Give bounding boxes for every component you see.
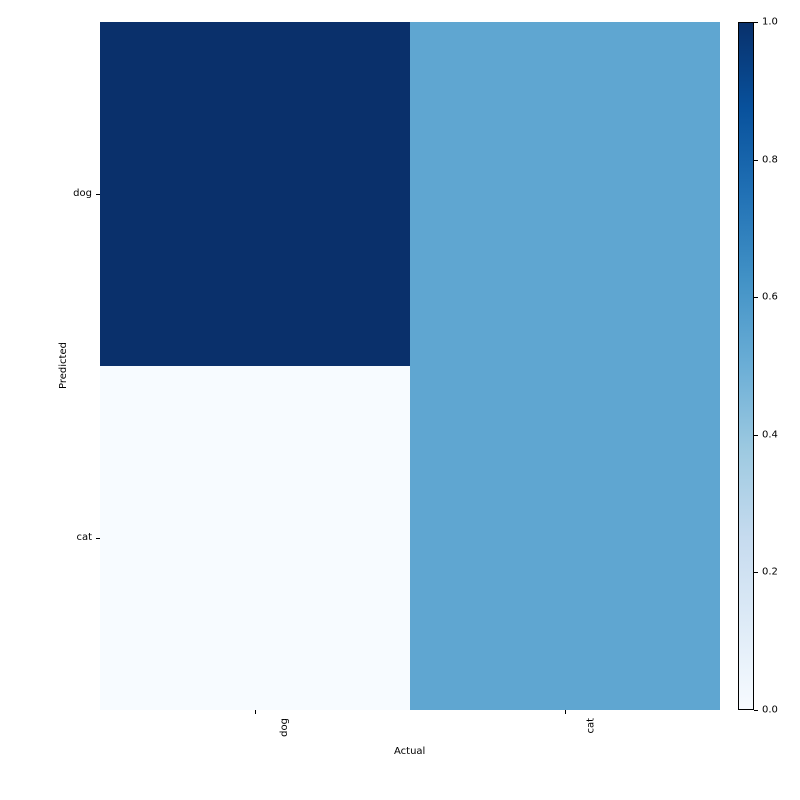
y-tick-label: cat: [76, 532, 92, 543]
x-tick-mark: [565, 710, 566, 714]
x-tick-mark: [255, 710, 256, 714]
colorbar-tick-mark: [754, 710, 758, 711]
colorbar-tick-mark: [754, 160, 758, 161]
y-tick-label: dog: [73, 188, 92, 199]
heatmap-cell: [410, 366, 720, 710]
colorbar-outline: [738, 22, 754, 710]
x-axis-title: Actual: [394, 746, 425, 757]
x-tick-label: dog: [279, 718, 290, 737]
colorbar-tick-label: 1.0: [762, 17, 778, 28]
heatmap-cell: [100, 366, 410, 710]
colorbar-tick-label: 0.4: [762, 429, 778, 440]
x-tick-label: cat: [586, 718, 597, 734]
heatmap-cell: [100, 22, 410, 366]
heatmap-grid: [100, 22, 720, 710]
colorbar: 0.00.20.40.60.81.0: [738, 22, 754, 710]
colorbar-tick-label: 0.2: [762, 567, 778, 578]
y-tick-mark: [96, 194, 100, 195]
colorbar-tick-mark: [754, 22, 758, 23]
y-tick-mark: [96, 538, 100, 539]
heatmap-plot-area: [100, 22, 720, 710]
colorbar-tick-mark: [754, 435, 758, 436]
colorbar-tick-label: 0.8: [762, 154, 778, 165]
colorbar-tick-label: 0.0: [762, 705, 778, 716]
y-axis-title: Predicted: [58, 342, 69, 389]
colorbar-tick-mark: [754, 297, 758, 298]
heatmap-cell: [410, 22, 720, 366]
colorbar-tick-mark: [754, 572, 758, 573]
colorbar-tick-label: 0.6: [762, 292, 778, 303]
